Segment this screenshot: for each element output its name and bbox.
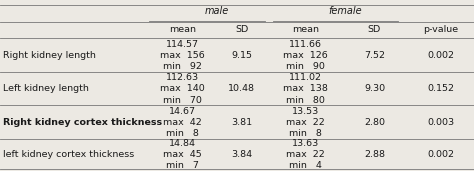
Text: mean: mean (169, 25, 196, 34)
Text: mean: mean (292, 25, 319, 34)
Text: max  45: max 45 (163, 150, 202, 159)
Text: 13.63: 13.63 (292, 139, 319, 148)
Text: 9.15: 9.15 (231, 51, 252, 60)
Text: 7.52: 7.52 (364, 51, 385, 60)
Text: male: male (205, 6, 229, 16)
Text: 14.84: 14.84 (169, 139, 196, 148)
Text: 3.84: 3.84 (231, 150, 252, 159)
Text: 14.67: 14.67 (169, 107, 196, 116)
Text: 13.53: 13.53 (292, 107, 319, 116)
Text: 10.48: 10.48 (228, 84, 255, 93)
Text: 111.02: 111.02 (289, 73, 322, 82)
Text: 0.002: 0.002 (428, 150, 454, 159)
Text: SD: SD (235, 25, 248, 34)
Text: max  126: max 126 (283, 51, 328, 60)
Text: 9.30: 9.30 (364, 84, 385, 93)
Text: min   8: min 8 (166, 129, 199, 138)
Text: female: female (328, 6, 362, 16)
Text: SD: SD (368, 25, 381, 34)
Text: max  138: max 138 (283, 84, 328, 93)
Text: min   80: min 80 (286, 96, 325, 104)
Text: Right kidney length: Right kidney length (3, 51, 96, 60)
Text: left kidney cortex thickness: left kidney cortex thickness (3, 150, 135, 159)
Text: 0.003: 0.003 (427, 118, 455, 127)
Text: min   8: min 8 (289, 129, 322, 138)
Text: 2.80: 2.80 (364, 118, 385, 127)
Text: max  22: max 22 (286, 118, 325, 127)
Text: min   4: min 4 (289, 161, 322, 170)
Text: 0.002: 0.002 (428, 51, 454, 60)
Text: 3.81: 3.81 (231, 118, 252, 127)
Text: 0.152: 0.152 (428, 84, 454, 93)
Text: 112.63: 112.63 (166, 73, 199, 82)
Text: Left kidney length: Left kidney length (3, 84, 89, 93)
Text: min   90: min 90 (286, 62, 325, 71)
Text: min   70: min 70 (163, 96, 202, 104)
Text: 111.66: 111.66 (289, 40, 322, 49)
Text: min   92: min 92 (163, 62, 202, 71)
Text: max  42: max 42 (163, 118, 202, 127)
Text: max  22: max 22 (286, 150, 325, 159)
Text: max  156: max 156 (160, 51, 205, 60)
Text: 2.88: 2.88 (364, 150, 385, 159)
Text: Right kidney cortex thickness: Right kidney cortex thickness (3, 118, 163, 127)
Text: min   7: min 7 (166, 161, 199, 170)
Text: 114.57: 114.57 (166, 40, 199, 49)
Text: max  140: max 140 (160, 84, 205, 93)
Text: p-value: p-value (423, 25, 458, 34)
